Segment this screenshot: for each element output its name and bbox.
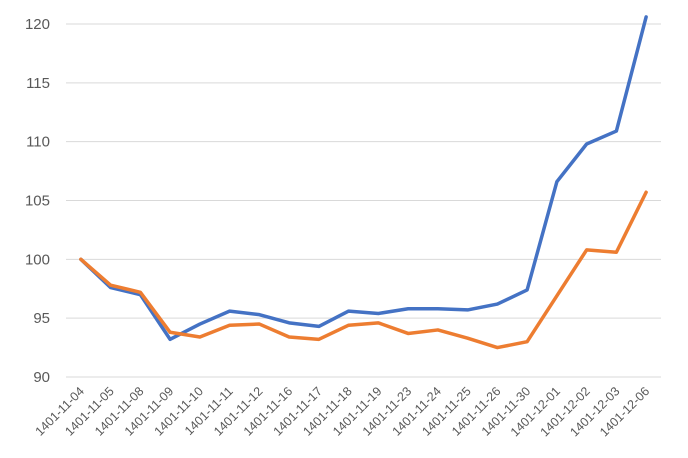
y-tick-label: 100 <box>25 251 50 268</box>
series-lines <box>79 15 648 350</box>
series-line-1 <box>79 15 648 342</box>
y-tick-label: 115 <box>26 75 50 92</box>
gridlines <box>66 23 661 378</box>
y-tick-label: 105 <box>25 193 50 210</box>
series-line-2 <box>79 190 648 350</box>
y-axis-tick-labels: 90 95 100 105 110 115 120 <box>25 16 50 386</box>
y-tick-label: 120 <box>25 16 50 33</box>
y-tick-label: 110 <box>26 134 50 151</box>
y-tick-label: 95 <box>33 310 50 327</box>
y-tick-label: 90 <box>33 369 50 386</box>
